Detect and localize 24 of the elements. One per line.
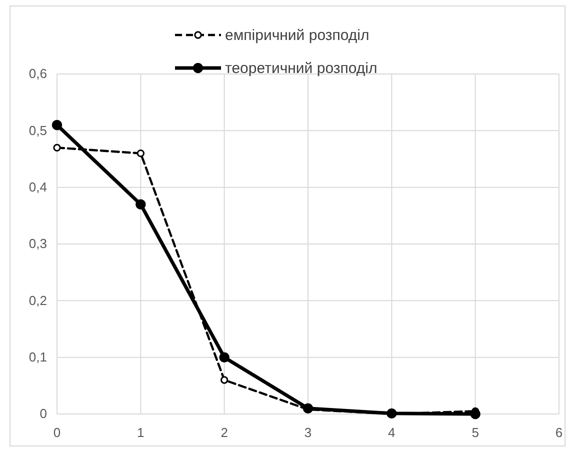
x-tick-label: 3 xyxy=(304,425,312,440)
x-tick-label: 4 xyxy=(388,425,396,440)
point xyxy=(470,408,480,420)
y-tick-label: 0,3 xyxy=(28,236,47,252)
point xyxy=(220,376,228,384)
point xyxy=(53,144,61,152)
point xyxy=(136,199,146,210)
point xyxy=(52,120,62,130)
y-tick-label: 0,1 xyxy=(28,349,47,364)
y-tick-label: 0,2 xyxy=(28,292,47,308)
y-tick-label: 0 xyxy=(40,406,47,422)
legend-label: емпіричний розподіл xyxy=(225,27,370,44)
legend-label: теоретичний розподіл xyxy=(225,60,378,77)
x-tick-label: 2 xyxy=(220,425,228,440)
x-tick-label: 5 xyxy=(472,425,479,440)
point xyxy=(302,403,314,414)
y-tick-label: 0,4 xyxy=(28,179,47,194)
point xyxy=(136,150,145,158)
y-tick-label: 0,5 xyxy=(28,122,47,138)
x-tick-label: 6 xyxy=(555,425,563,440)
x-tick-label: 1 xyxy=(137,425,144,440)
x-tick-label: 0 xyxy=(53,425,61,440)
y-tick-label: 0,6 xyxy=(28,66,47,82)
point xyxy=(219,352,230,362)
